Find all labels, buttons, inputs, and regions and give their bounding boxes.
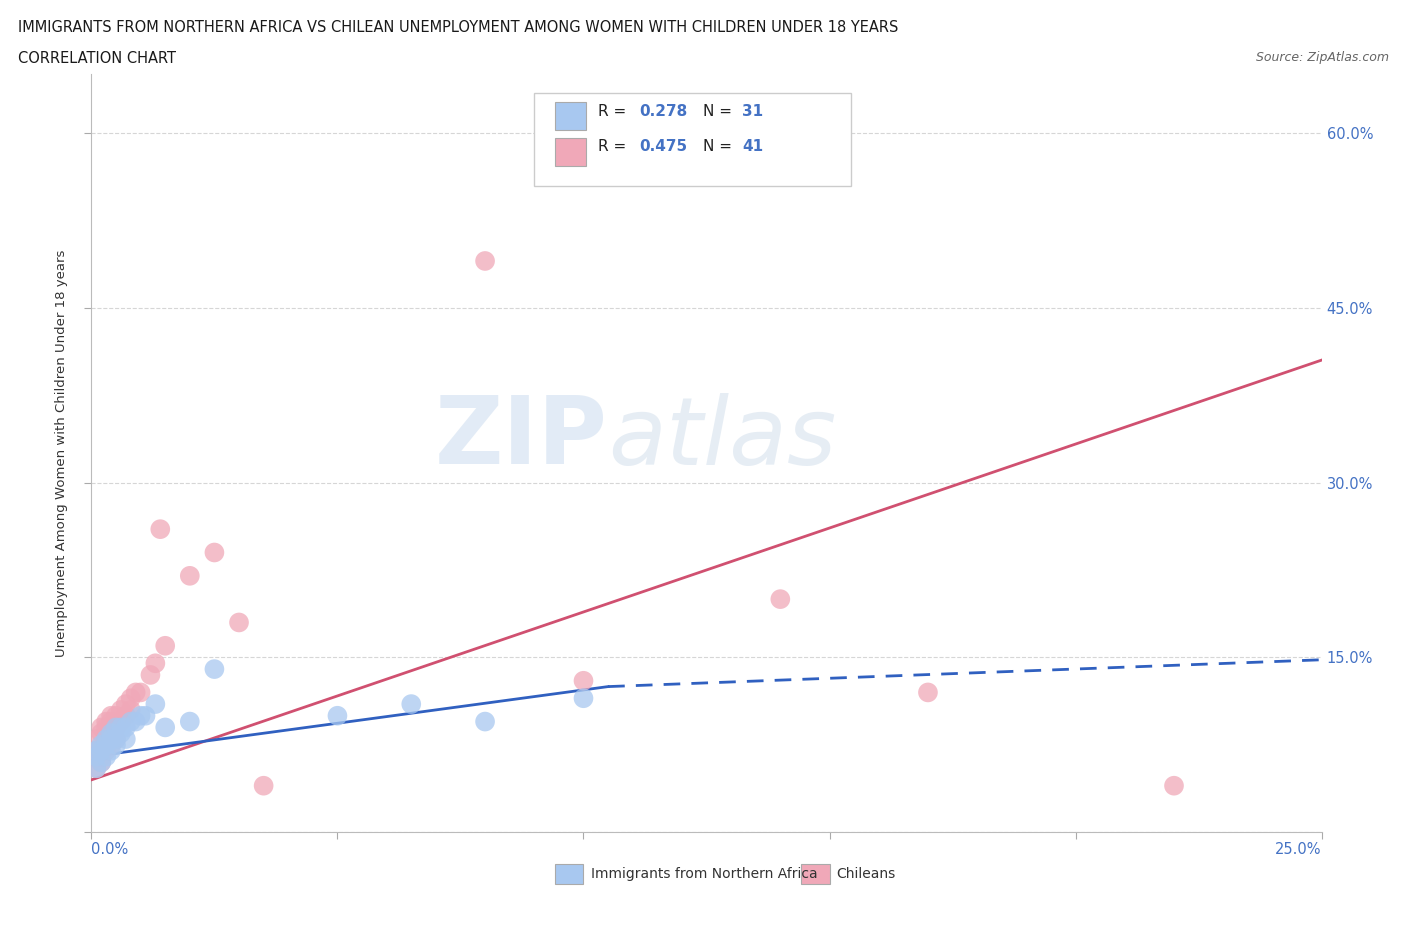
- Point: [474, 714, 496, 729]
- Text: Chileans: Chileans: [837, 867, 896, 882]
- Point: [90, 725, 112, 740]
- Point: [96, 743, 117, 758]
- Point: [253, 778, 276, 793]
- Point: [129, 685, 152, 700]
- Point: [90, 737, 112, 752]
- Text: 25.0%: 25.0%: [1275, 842, 1322, 857]
- Point: [114, 732, 138, 747]
- Point: [100, 709, 122, 724]
- Text: Immigrants from Northern Africa: Immigrants from Northern Africa: [591, 867, 817, 882]
- Point: [179, 568, 201, 583]
- Text: 0.475: 0.475: [640, 140, 688, 154]
- Point: [917, 685, 939, 700]
- Point: [100, 725, 122, 740]
- Point: [202, 545, 225, 560]
- Text: 0.0%: 0.0%: [91, 842, 128, 857]
- Point: [326, 709, 349, 724]
- Point: [110, 720, 132, 735]
- Point: [399, 697, 422, 711]
- Point: [474, 254, 496, 269]
- Point: [96, 750, 117, 764]
- Point: [120, 702, 142, 717]
- Point: [90, 720, 112, 735]
- Point: [124, 714, 146, 729]
- Text: R =: R =: [598, 140, 631, 154]
- Point: [96, 714, 117, 729]
- Point: [86, 750, 108, 764]
- Point: [100, 732, 122, 747]
- Point: [145, 656, 166, 671]
- Point: [110, 714, 132, 729]
- Point: [100, 737, 122, 752]
- Text: N =: N =: [703, 104, 737, 119]
- Point: [139, 668, 162, 683]
- Text: atlas: atlas: [607, 392, 837, 484]
- Point: [105, 720, 127, 735]
- Point: [100, 743, 122, 758]
- Text: N =: N =: [703, 140, 737, 154]
- Point: [100, 725, 122, 740]
- Point: [105, 732, 127, 747]
- Point: [120, 714, 142, 729]
- Point: [572, 673, 595, 688]
- Text: 31: 31: [742, 104, 763, 119]
- Point: [96, 737, 117, 752]
- Point: [129, 709, 152, 724]
- Point: [86, 750, 108, 764]
- Point: [96, 732, 117, 747]
- Text: CORRELATION CHART: CORRELATION CHART: [18, 51, 176, 66]
- Text: 0.278: 0.278: [640, 104, 688, 119]
- Point: [90, 750, 112, 764]
- Point: [105, 720, 127, 735]
- Text: Source: ZipAtlas.com: Source: ZipAtlas.com: [1256, 51, 1389, 64]
- Text: ZIP: ZIP: [436, 392, 607, 485]
- Point: [100, 714, 122, 729]
- Text: R =: R =: [598, 104, 631, 119]
- Point: [153, 638, 177, 653]
- Point: [86, 743, 108, 758]
- Point: [149, 522, 172, 537]
- Point: [120, 691, 142, 706]
- Text: IMMIGRANTS FROM NORTHERN AFRICA VS CHILEAN UNEMPLOYMENT AMONG WOMEN WITH CHILDRE: IMMIGRANTS FROM NORTHERN AFRICA VS CHILE…: [18, 20, 898, 35]
- Point: [110, 702, 132, 717]
- Point: [90, 755, 112, 770]
- Point: [114, 720, 138, 735]
- Point: [135, 709, 156, 724]
- Point: [153, 720, 177, 735]
- Point: [90, 743, 112, 758]
- Text: 41: 41: [742, 140, 763, 154]
- Point: [105, 709, 127, 724]
- Point: [96, 720, 117, 735]
- Point: [86, 761, 108, 776]
- Point: [110, 725, 132, 740]
- Y-axis label: Unemployment Among Women with Children Under 18 years: Unemployment Among Women with Children U…: [55, 249, 69, 658]
- Point: [572, 691, 595, 706]
- Point: [114, 709, 138, 724]
- Point: [114, 697, 138, 711]
- Point: [145, 697, 166, 711]
- Point: [105, 737, 127, 752]
- Point: [228, 615, 250, 630]
- Point: [124, 685, 146, 700]
- Point: [86, 743, 108, 758]
- Point: [90, 755, 112, 770]
- Point: [179, 714, 201, 729]
- Point: [96, 732, 117, 747]
- Point: [769, 591, 792, 606]
- Point: [202, 661, 225, 676]
- Point: [1163, 778, 1185, 793]
- Point: [86, 732, 108, 747]
- Point: [105, 732, 127, 747]
- Point: [86, 761, 108, 776]
- Point: [90, 743, 112, 758]
